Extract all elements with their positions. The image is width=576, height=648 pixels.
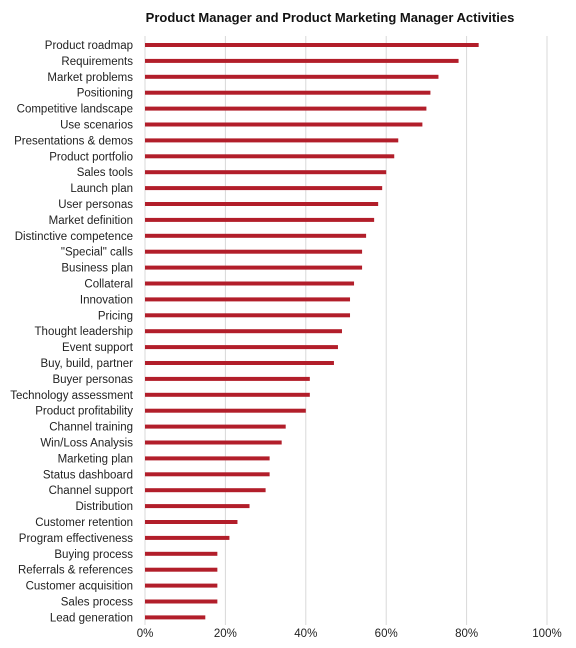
category-label: Pricing	[98, 310, 133, 322]
x-axis-ticks: 0% 20% 40% 60% 80% 100%	[137, 628, 562, 640]
chart-title: Product Manager and Product Marketing Ma…	[146, 10, 515, 25]
category-label: User personas	[58, 199, 133, 211]
category-label: Product portfolio	[49, 151, 133, 163]
category-label: Presentations & demos	[14, 135, 133, 147]
category-label: Market definition	[49, 215, 133, 227]
category-label: "Special" calls	[61, 247, 133, 259]
bar	[145, 138, 399, 143]
x-tick-label: 20%	[214, 628, 237, 640]
bar	[145, 233, 367, 238]
category-label: Requirements	[61, 56, 133, 68]
category-label: Thought leadership	[35, 326, 133, 338]
bar	[145, 599, 218, 604]
category-label: Win/Loss Analysis	[40, 438, 133, 450]
bar	[145, 313, 351, 318]
category-label: Innovation	[80, 294, 133, 306]
bar	[145, 297, 351, 302]
bar	[145, 615, 206, 620]
bar	[145, 217, 375, 222]
bar	[145, 249, 363, 254]
bar	[145, 202, 379, 206]
bar	[145, 456, 270, 461]
bar	[145, 281, 355, 286]
category-label: Channel support	[49, 485, 134, 497]
category-label: Use scenarios	[60, 120, 133, 132]
category-label: Marketing plan	[58, 453, 133, 465]
category-label: Customer retention	[35, 517, 133, 529]
bar	[145, 424, 286, 429]
bar	[145, 186, 383, 191]
category-label: Buy, build, partner	[41, 358, 134, 370]
bar	[145, 376, 310, 381]
category-label: Buying process	[54, 549, 133, 561]
bar	[145, 361, 334, 365]
category-label: Program effectiveness	[19, 533, 133, 545]
category-label: Status dashboard	[43, 469, 133, 481]
category-label: Sales process	[61, 597, 133, 609]
category-label: Competitive landscape	[17, 104, 133, 116]
bar	[145, 583, 218, 588]
bar	[145, 520, 238, 524]
x-tick-label: 100%	[532, 628, 561, 640]
x-tick-label: 0%	[137, 628, 154, 640]
bar	[145, 535, 230, 540]
bar	[145, 170, 387, 175]
bar	[145, 122, 423, 127]
category-label: Distinctive competence	[15, 231, 133, 243]
bar	[145, 472, 270, 477]
category-label: Referrals & references	[18, 565, 133, 577]
bars	[145, 43, 479, 620]
category-label: Collateral	[84, 279, 133, 291]
bar	[145, 106, 427, 111]
category-label: Event support	[62, 342, 134, 354]
category-label: Launch plan	[70, 183, 133, 195]
category-labels: Product roadmap Requirements Market proble…	[10, 40, 134, 624]
category-label: Distribution	[75, 501, 133, 513]
category-label: Product profitability	[35, 406, 133, 418]
category-label: Positioning	[77, 88, 133, 100]
category-label: Sales tools	[77, 167, 134, 179]
bar	[145, 567, 218, 572]
bar	[145, 408, 306, 413]
bar	[145, 488, 266, 493]
x-tick-label: 80%	[455, 628, 478, 640]
category-label: Customer acquisition	[26, 581, 133, 593]
category-label: Buyer personas	[52, 374, 133, 386]
category-label: Channel training	[49, 422, 133, 434]
bar	[145, 58, 459, 63]
x-tick-label: 40%	[294, 628, 317, 640]
bar	[145, 440, 282, 445]
category-label: Lead generation	[50, 612, 133, 624]
bar	[145, 329, 342, 334]
bar	[145, 74, 439, 79]
bar	[145, 345, 338, 350]
x-tick-label: 60%	[375, 628, 398, 640]
bar	[145, 504, 250, 509]
category-label: Business plan	[61, 263, 133, 275]
bar	[145, 265, 363, 270]
category-label: Market problems	[47, 72, 133, 84]
category-label: Product roadmap	[45, 40, 133, 52]
bar	[145, 154, 395, 159]
category-label: Technology assessment	[10, 390, 134, 402]
bar	[145, 43, 479, 47]
bar	[145, 90, 431, 95]
bar	[145, 551, 218, 556]
bar	[145, 392, 310, 397]
